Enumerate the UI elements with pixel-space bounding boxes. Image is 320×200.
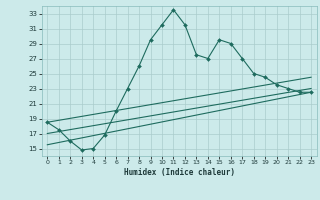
X-axis label: Humidex (Indice chaleur): Humidex (Indice chaleur) — [124, 168, 235, 177]
